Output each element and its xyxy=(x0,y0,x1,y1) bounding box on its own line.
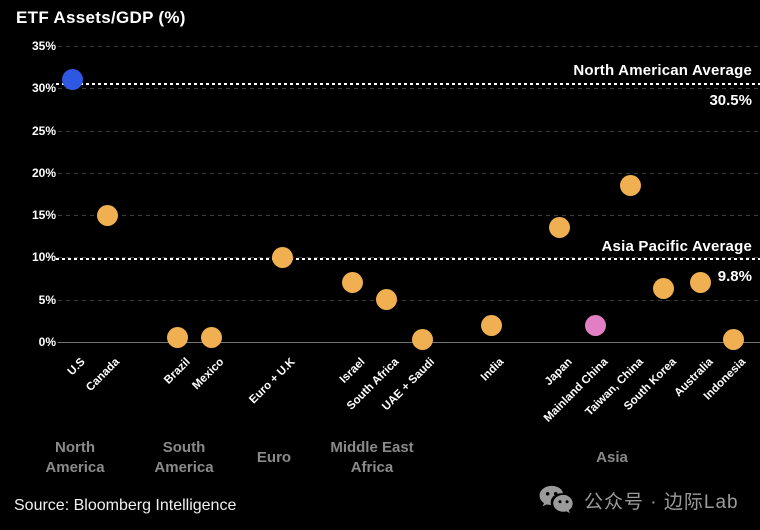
gridline-20% xyxy=(58,172,760,174)
gridline-5% xyxy=(58,299,760,301)
x-axis-label: Mainland China xyxy=(541,356,611,425)
x-axis-label: U.S xyxy=(65,356,88,379)
data-point-canada xyxy=(96,204,118,226)
reference-line-value: 9.8% xyxy=(717,268,752,285)
data-point-mexico xyxy=(200,327,222,349)
reference-line-asia-pacific xyxy=(56,258,760,261)
y-tick-label: 30% xyxy=(31,81,56,96)
gridline-15% xyxy=(58,215,760,217)
data-point-brazil xyxy=(166,327,188,349)
x-axis-label: Mexico xyxy=(190,356,227,393)
reference-line-value: 30.5% xyxy=(709,92,752,109)
group-label-south-america: South America xyxy=(154,439,214,476)
data-point-japan xyxy=(548,217,570,239)
gridline-35% xyxy=(58,46,760,47)
data-point-u-s xyxy=(61,69,83,91)
x-axis-label: Canada xyxy=(84,356,123,394)
x-axis-label: Israel xyxy=(337,356,368,386)
x-axis-label: Euro + U.K xyxy=(247,356,298,407)
y-tick-label: 10% xyxy=(31,250,56,265)
group-label-middle-east-africa: Middle East Africa xyxy=(330,439,414,476)
data-point-taiwan-china xyxy=(619,175,641,197)
group-label-euro: Euro xyxy=(256,449,292,466)
y-tick-label: 20% xyxy=(31,165,56,180)
data-point-south-africa xyxy=(375,289,397,311)
wechat-badge: 公众号 · 边际Lab xyxy=(538,484,739,516)
x-axis-label: Brazil xyxy=(161,356,193,387)
data-point-south-korea xyxy=(652,278,674,300)
y-tick-label: 0% xyxy=(38,335,56,349)
gridline-0% xyxy=(58,342,760,343)
y-tick-label: 15% xyxy=(31,208,56,223)
reference-line-label: Asia Pacific Average xyxy=(601,238,752,255)
source-text: Source: Bloomberg Intelligence xyxy=(14,497,237,514)
y-tick-label: 35% xyxy=(31,39,56,53)
data-point-india xyxy=(480,314,502,336)
gridline-30% xyxy=(58,88,760,90)
y-tick-label: 5% xyxy=(38,292,56,307)
data-point-australia xyxy=(689,272,711,294)
wechat-account-label: 公众号 · 边际Lab xyxy=(584,491,739,513)
chart-title: ETF Assets/GDP (%) xyxy=(16,8,186,27)
reference-line-north-american xyxy=(56,83,760,86)
group-label-north-america: North America xyxy=(45,439,105,476)
group-label-asia: Asia xyxy=(596,449,628,466)
wechat-icon xyxy=(538,484,576,516)
data-point-uae-saudi xyxy=(411,328,433,350)
gridline-25% xyxy=(58,130,760,132)
data-point-euro-u-k xyxy=(271,246,293,268)
x-axis-label: Japan xyxy=(542,356,575,388)
data-point-mainland-china xyxy=(584,314,606,336)
reference-line-label: North American Average xyxy=(573,62,752,79)
y-tick-label: 25% xyxy=(31,123,56,138)
data-point-israel xyxy=(341,272,363,294)
data-point-indonesia xyxy=(722,328,744,350)
gridline-10% xyxy=(58,257,760,259)
x-axis-label: India xyxy=(479,356,507,384)
